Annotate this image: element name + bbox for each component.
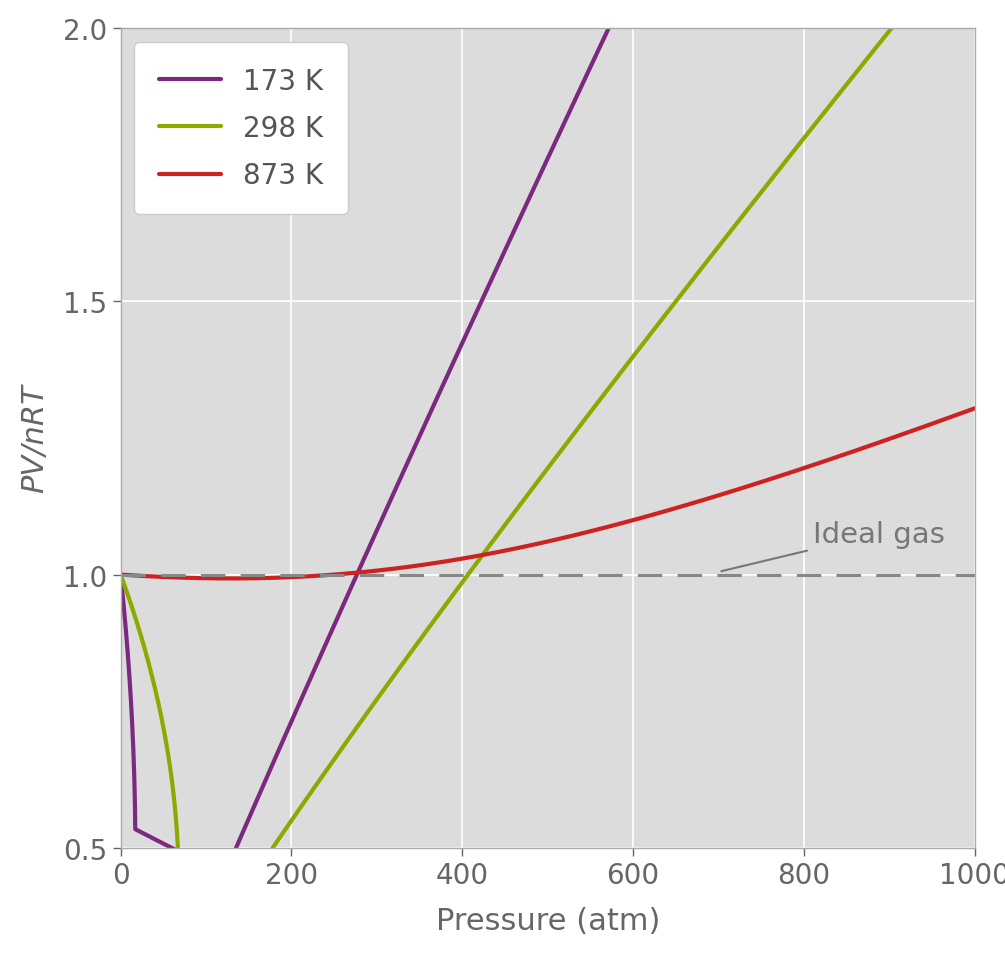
Line: 298 K: 298 K: [121, 2, 914, 876]
298 K: [127, 603, 139, 615]
173 K: [615, 0, 627, 8]
298 K: [248, 870, 260, 882]
173 K: [249, 798, 261, 809]
873 K: [442, 556, 454, 567]
873 K: [969, 403, 981, 415]
298 K: [473, 554, 485, 565]
Line: 173 K: 173 K: [121, 2, 621, 875]
173 K: [251, 794, 263, 805]
298 K: [115, 571, 127, 582]
Legend: 173 K, 298 K, 873 K: 173 K, 298 K, 873 K: [135, 43, 348, 215]
Text: Ideal gas: Ideal gas: [722, 520, 945, 572]
298 K: [908, 0, 920, 8]
873 K: [115, 569, 127, 580]
873 K: [953, 409, 965, 420]
173 K: [115, 574, 127, 585]
173 K: [456, 338, 468, 350]
873 K: [225, 573, 237, 584]
298 K: [331, 750, 343, 761]
873 K: [860, 441, 872, 453]
298 K: [486, 537, 498, 548]
873 K: [479, 549, 491, 560]
X-axis label: Pressure (atm): Pressure (atm): [435, 906, 660, 935]
298 K: [276, 828, 288, 840]
Line: 873 K: 873 K: [121, 409, 975, 578]
173 K: [577, 78, 589, 90]
173 K: [218, 869, 230, 881]
173 K: [257, 781, 269, 792]
873 K: [212, 573, 224, 584]
298 K: [708, 248, 720, 259]
173 K: [517, 209, 529, 220]
873 K: [263, 573, 275, 584]
Y-axis label: PV/nRT: PV/nRT: [20, 384, 49, 493]
